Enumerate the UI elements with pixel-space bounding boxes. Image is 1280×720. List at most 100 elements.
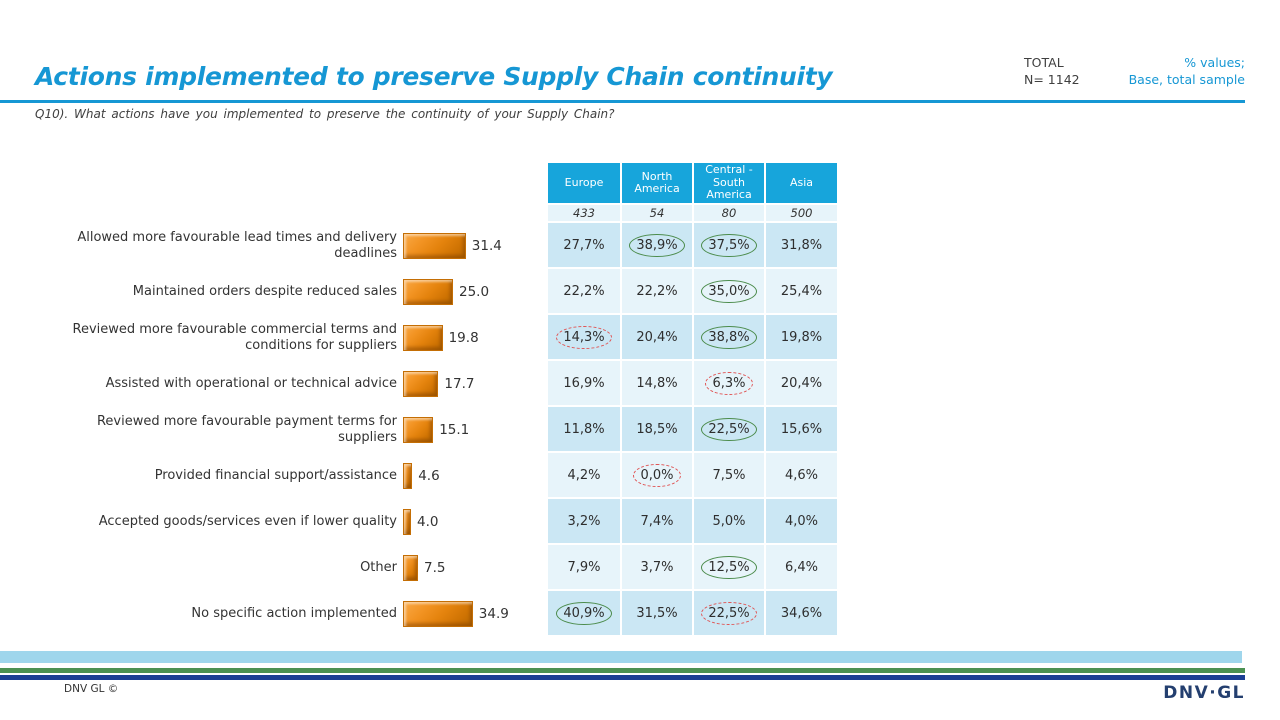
base-n-cell: 80 (694, 205, 764, 221)
total-base-block: TOTAL N= 1142 (1024, 54, 1080, 88)
bar (403, 417, 434, 443)
chart-row: Provided financial support/assistance 4.6 (35, 453, 509, 499)
table-cell: 3,7% (622, 545, 692, 589)
total-label: TOTAL (1024, 55, 1064, 70)
bar (403, 601, 473, 627)
value-text: 4,0% (784, 513, 819, 529)
chart-row: Maintained orders despite reduced sales 2… (35, 269, 509, 315)
value-text: 5,0% (712, 513, 746, 529)
value-circled-green: 12,5% (701, 555, 757, 579)
bar-chart: Allowed more favourable lead times and d… (35, 223, 509, 637)
category-label: Reviewed more favourable commercial term… (72, 321, 398, 354)
value-text: 15,6% (780, 421, 823, 437)
chart-row: Reviewed more favourable payment terms f… (35, 407, 509, 453)
note-line-1: % values; (1184, 55, 1245, 70)
bar (403, 325, 443, 351)
table-cell: 18,5% (622, 407, 692, 451)
column-header: Asia (766, 163, 837, 203)
bar (403, 233, 466, 259)
table-cell: 5,0% (694, 499, 764, 543)
copyright-text: DNV GL © (64, 683, 119, 695)
footer-stripe-light-blue (0, 651, 1242, 663)
table-cell: 7,4% (622, 499, 692, 543)
table-cell: 34,6% (766, 591, 837, 635)
category-label: Accepted goods/services even if lower qu… (98, 513, 397, 529)
chart-row: Allowed more favourable lead times and d… (35, 223, 509, 269)
value-text: 31,5% (636, 605, 678, 621)
value-circled-green: 40,9% (556, 601, 612, 625)
bar-wrap: 17.7 (403, 371, 474, 397)
value-text: 22,2% (636, 283, 678, 299)
chart-row: No specific action implemented 34.9 (35, 591, 509, 637)
table-cell: 22,2% (622, 269, 692, 313)
table-cell: 38,9% (622, 223, 692, 267)
chart-row: Assisted with operational or technical a… (35, 361, 509, 407)
table-cell: 20,4% (766, 361, 837, 405)
table-cell: 22,2% (548, 269, 620, 313)
table-cell: 12,5% (694, 545, 764, 589)
value-text: 19,8% (780, 329, 823, 345)
value-circled-red: 14,3% (556, 325, 612, 349)
values-note: % values; Base, total sample (1129, 54, 1245, 88)
table-cell: 22,5% (694, 591, 764, 635)
category-label: Provided financial support/assistance (154, 467, 397, 483)
bar-value-label: 25.0 (459, 284, 490, 300)
value-circled-green: 38,8% (701, 325, 757, 349)
table-cell: 6,4% (766, 545, 837, 589)
page-title: Actions implemented to preserve Supply C… (35, 62, 833, 91)
bar-value-label: 15.1 (439, 422, 470, 438)
table-cell: 19,8% (766, 315, 837, 359)
category-label: Maintained orders despite reduced sales (132, 283, 397, 299)
bar-wrap: 31.4 (403, 233, 502, 259)
value-text: 3,2% (567, 513, 601, 529)
column-header: North America (622, 163, 692, 203)
bar-value-label: 34.9 (478, 606, 509, 622)
table-cell: 31,8% (766, 223, 837, 267)
table-cell: 14,8% (622, 361, 692, 405)
dnv-gl-logo: DNV·GL (1163, 683, 1245, 703)
value-text: 7,9% (567, 559, 601, 575)
table-cell: 20,4% (622, 315, 692, 359)
table-cell: 3,2% (548, 499, 620, 543)
table-cell: 4,6% (766, 453, 837, 497)
total-n: N= 1142 (1024, 72, 1080, 87)
value-text: 11,8% (563, 421, 605, 437)
value-circled-red: 0,0% (633, 463, 681, 487)
table-cell: 16,9% (548, 361, 620, 405)
table-cell: 7,9% (548, 545, 620, 589)
value-text: 20,4% (780, 375, 823, 391)
bar-value-label: 7.5 (424, 560, 446, 576)
value-text: 16,9% (563, 375, 605, 391)
value-text: 7,4% (640, 513, 674, 529)
title-underline (0, 100, 1245, 103)
bar-wrap: 34.9 (403, 601, 509, 627)
bar-value-label: 4.6 (418, 468, 440, 484)
footer-stripe-green (0, 668, 1245, 673)
category-label: Reviewed more favourable payment terms f… (96, 413, 397, 446)
bar (403, 371, 439, 397)
category-label: Assisted with operational or technical a… (105, 375, 397, 391)
value-text: 6,4% (784, 559, 819, 575)
table-cell: 38,8% (694, 315, 764, 359)
value-circled-red: 6,3% (705, 371, 753, 395)
bar (403, 509, 411, 535)
bar-wrap: 7.5 (403, 555, 445, 581)
bar-wrap: 4.6 (403, 463, 440, 489)
table-cell: 4,2% (548, 453, 620, 497)
bar (403, 555, 418, 581)
base-n-cell: 54 (622, 205, 692, 221)
bar-wrap: 19.8 (403, 325, 479, 351)
value-text: 27,7% (563, 237, 605, 253)
table-cell: 40,9% (548, 591, 620, 635)
value-text: 22,2% (563, 283, 605, 299)
value-text: 20,4% (636, 329, 678, 345)
bar-value-label: 17.7 (444, 376, 475, 392)
footer-stripe-navy (0, 674, 1245, 680)
table-cell: 35,0% (694, 269, 764, 313)
value-circled-red: 22,5% (701, 601, 757, 625)
value-circled-green: 22,5% (701, 417, 757, 441)
table-cell: 37,5% (694, 223, 764, 267)
region-table: Europe North America Central - South Ameri… (548, 163, 837, 635)
table-cell: 4,0% (766, 499, 837, 543)
category-label: No specific action implemented (191, 605, 397, 621)
